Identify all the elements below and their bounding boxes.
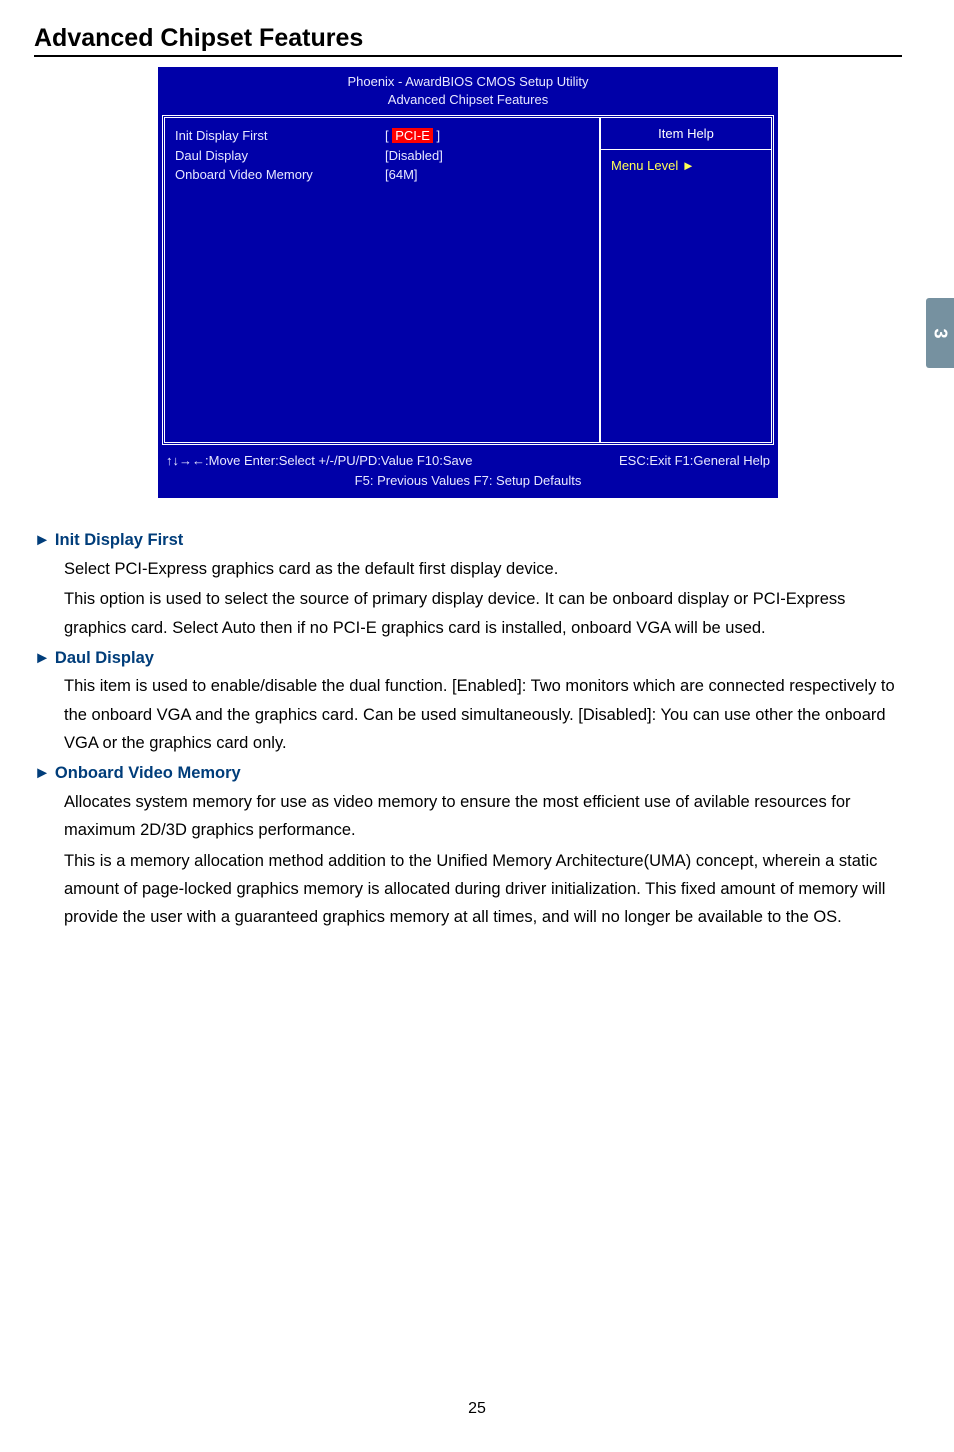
bios-footer-line1: ↑↓→←:Move Enter:Select +/-/PU/PD:Value F…	[166, 451, 770, 471]
bios-help-title: Item Help	[601, 118, 771, 149]
page-content: Advanced Chipset Features Phoenix - Awar…	[0, 0, 954, 932]
item-paragraph: This option is used to select the source…	[34, 585, 902, 642]
bios-setting-row: Daul Display[Disabled]	[175, 146, 589, 166]
item-paragraph: This is a memory allocation method addit…	[34, 847, 902, 932]
bios-setting-row: Init Display First[ PCI-E ]	[175, 126, 589, 146]
page-tab-number: 3	[929, 328, 950, 338]
bios-setting-label: Daul Display	[175, 146, 385, 166]
item-heading: ► Onboard Video Memory	[34, 759, 902, 787]
bios-footer-left: ↑↓→←:Move Enter:Select +/-/PU/PD:Value F…	[166, 451, 472, 471]
item-heading: ► Init Display First	[34, 526, 902, 554]
page-tab: 3	[926, 298, 954, 368]
bios-setting-value: [Disabled]	[385, 146, 443, 166]
bios-body: Init Display First[ PCI-E ]Daul Display[…	[162, 115, 774, 445]
body-text: ► Init Display FirstSelect PCI-Express g…	[34, 526, 902, 931]
bios-help-panel: Item Help Menu Level ►	[601, 118, 771, 442]
page-number: 25	[0, 1400, 954, 1418]
bios-footer-right: ESC:Exit F1:General Help	[619, 451, 770, 471]
bios-setting-label: Init Display First	[175, 126, 385, 146]
item-paragraph: Allocates system memory for use as video…	[34, 788, 902, 845]
bios-setting-value: [ PCI-E ]	[385, 126, 440, 146]
bios-highlight: PCI-E	[392, 128, 433, 143]
section-title: Advanced Chipset Features	[34, 24, 902, 57]
bios-footer: ↑↓→←:Move Enter:Select +/-/PU/PD:Value F…	[158, 445, 778, 498]
bios-header-line2: Advanced Chipset Features	[158, 91, 778, 109]
bios-menu-level: Menu Level ►	[601, 150, 771, 181]
item-paragraph: This item is used to enable/disable the …	[34, 672, 902, 757]
bios-screenshot: Phoenix - AwardBIOS CMOS Setup Utility A…	[158, 67, 778, 498]
bios-header-line1: Phoenix - AwardBIOS CMOS Setup Utility	[158, 73, 778, 91]
bios-header: Phoenix - AwardBIOS CMOS Setup Utility A…	[158, 67, 778, 115]
bios-setting-label: Onboard Video Memory	[175, 165, 385, 185]
bios-setting-row: Onboard Video Memory[64M]	[175, 165, 589, 185]
bios-settings-panel: Init Display First[ PCI-E ]Daul Display[…	[165, 118, 601, 442]
bios-setting-value: [64M]	[385, 165, 418, 185]
item-paragraph: Select PCI-Express graphics card as the …	[34, 555, 902, 583]
item-heading: ► Daul Display	[34, 644, 902, 672]
bios-footer-line2: F5: Previous Values F7: Setup Defaults	[166, 471, 770, 491]
